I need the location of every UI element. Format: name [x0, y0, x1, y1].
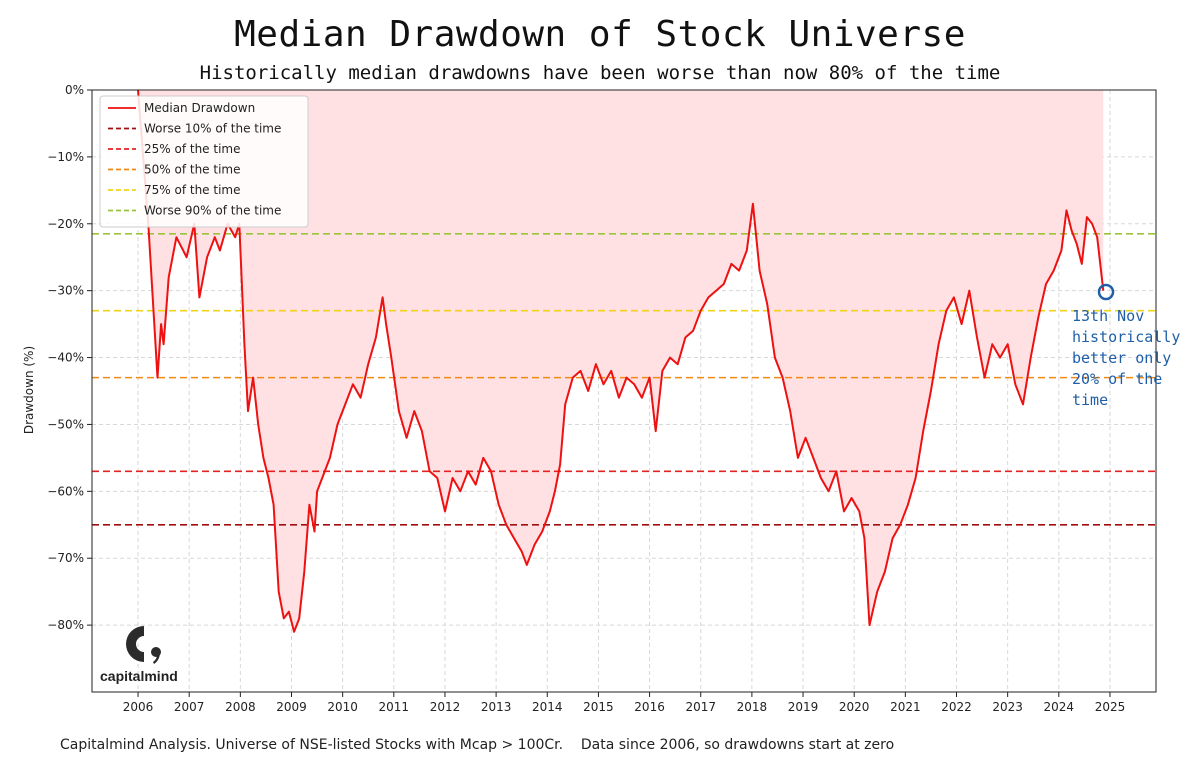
x-tick-label: 2015 — [583, 700, 614, 714]
y-axis-label: Drawdown (%) — [22, 346, 36, 434]
x-tick-label: 2012 — [430, 700, 461, 714]
x-tick-label: 2016 — [634, 700, 665, 714]
x-tick-label: 2019 — [788, 700, 819, 714]
legend-label: Median Drawdown — [144, 101, 255, 115]
x-tick-label: 2007 — [174, 700, 205, 714]
y-tick-label: −30% — [47, 284, 84, 298]
annotation-line: 13th Nov — [1072, 307, 1145, 325]
annotation-note: 13th Nov historically better only 20% of… — [1072, 306, 1197, 411]
x-tick-label: 2022 — [941, 700, 972, 714]
median-drawdown-line — [137, 89, 1105, 633]
annotation-line: better only — [1072, 349, 1172, 367]
footer-note: Capitalmind Analysis. Universe of NSE-li… — [60, 737, 895, 753]
y-tick-label: −60% — [47, 484, 84, 498]
legend-label: 50% of the time — [144, 163, 241, 177]
y-tick-label: −50% — [47, 417, 84, 431]
x-tick-label: 2020 — [839, 700, 870, 714]
x-tick-label: 2010 — [327, 700, 358, 714]
x-tick-label: 2023 — [992, 700, 1023, 714]
annotation-line: historically — [1072, 328, 1181, 346]
y-tick-label: −20% — [47, 217, 84, 231]
legend-label: 75% of the time — [144, 183, 241, 197]
x-tick-label: 2006 — [123, 700, 154, 714]
legend-label: Worse 10% of the time — [144, 122, 281, 136]
x-tick-label: 2021 — [890, 700, 921, 714]
y-tick-label: −80% — [47, 618, 84, 632]
capitalmind-c-logo-icon — [126, 626, 161, 664]
x-tick-label: 2009 — [276, 700, 307, 714]
threshold-lines — [92, 233, 1156, 526]
x-tick-label: 2024 — [1044, 700, 1075, 714]
fill-layer — [138, 90, 1104, 632]
capitalmind-logo: capitalmind — [100, 622, 190, 686]
legend-label: 25% of the time — [144, 142, 241, 156]
x-tick-label: 2014 — [532, 700, 563, 714]
legend: Median Drawdown Worse 10% of the time 25% … — [99, 95, 309, 228]
current-point-marker — [1097, 283, 1115, 301]
annotation-line: time — [1072, 391, 1109, 409]
annotation-line: 20% of the — [1072, 370, 1163, 388]
legend-box — [99, 95, 309, 228]
drawdown-area — [138, 90, 1104, 632]
logo-text: capitalmind — [100, 668, 178, 684]
x-tick-label: 2025 — [1095, 700, 1126, 714]
y-tick-label: −40% — [47, 351, 84, 365]
plot-frame — [91, 89, 1157, 693]
chart-title: Median Drawdown of Stock Universe — [234, 14, 966, 55]
x-tick-label: 2013 — [481, 700, 512, 714]
y-tick-label: −70% — [47, 551, 84, 565]
x-tick-label: 2018 — [737, 700, 768, 714]
series-layer — [137, 89, 1105, 633]
x-tick-label: 2017 — [685, 700, 716, 714]
legend-label: Worse 90% of the time — [144, 204, 281, 218]
axes-layer: 0% −10% −20% −30% −40% −50% −60% −70% −80% 2006 20… — [47, 83, 1157, 714]
x-tick-label: 2011 — [379, 700, 410, 714]
y-tick-label: −10% — [47, 150, 84, 164]
x-tick-label: 2008 — [225, 700, 256, 714]
y-tick-label: 0% — [65, 83, 84, 97]
chart-subtitle: Historically median drawdowns have been … — [199, 62, 1001, 84]
